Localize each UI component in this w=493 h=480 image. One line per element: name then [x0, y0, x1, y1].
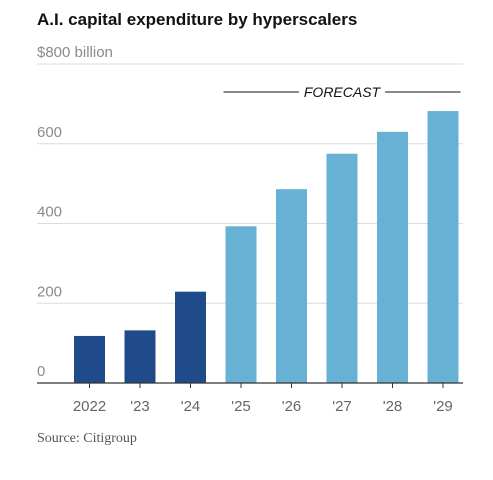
bar [276, 189, 307, 383]
x-tick-label: '26 [282, 398, 302, 415]
bar [427, 111, 459, 384]
bar [175, 291, 206, 383]
x-tick-label: '28 [383, 398, 403, 415]
x-tick-label: '29 [433, 398, 453, 415]
bar [377, 131, 408, 383]
forecast-label: FORECAST [304, 84, 382, 100]
bar-layer [74, 111, 459, 384]
y-tick-label: 400 [37, 204, 62, 221]
bar [326, 153, 358, 383]
x-tick-label: 2022 [73, 398, 106, 415]
forecast-annotation: FORECAST [223, 84, 461, 100]
chart-title: A.I. capital expenditure by hyperscalers [37, 10, 358, 29]
x-tick-label: '27 [332, 398, 352, 415]
x-tick-label: '25 [231, 398, 251, 415]
bar [124, 330, 156, 383]
y-tick-label: 200 [37, 283, 62, 300]
x-axis-labels: 2022 '23 '24 '25 '26 '27 '28 '29 [37, 382, 463, 415]
source-note: Source: Citigroup [37, 431, 137, 446]
bar [74, 335, 105, 383]
y-tick-label: 0 [37, 363, 45, 380]
x-tick-label: '24 [181, 398, 201, 415]
x-tick-label: '23 [130, 398, 150, 415]
y-tick-label: 600 [37, 124, 62, 141]
bar [225, 226, 257, 383]
y-tick-label: $800 billion [37, 44, 113, 61]
